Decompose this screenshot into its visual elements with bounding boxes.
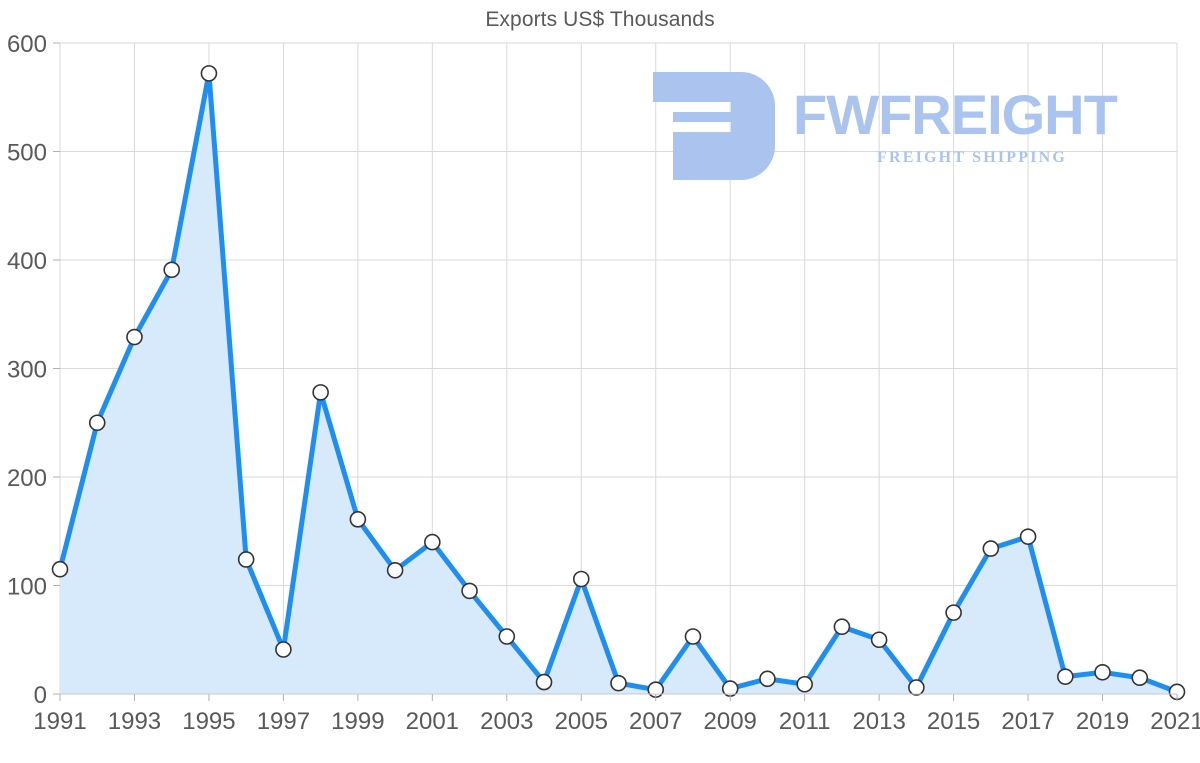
data-markers xyxy=(51,65,1186,701)
svg-text:2009: 2009 xyxy=(704,708,757,735)
svg-text:300: 300 xyxy=(7,357,47,384)
svg-text:2015: 2015 xyxy=(927,708,980,735)
svg-text:100: 100 xyxy=(7,574,47,601)
svg-text:1997: 1997 xyxy=(257,708,310,735)
svg-text:2001: 2001 xyxy=(406,708,459,735)
svg-text:400: 400 xyxy=(7,248,47,275)
svg-text:1999: 1999 xyxy=(331,708,384,735)
svg-text:2019: 2019 xyxy=(1076,708,1129,735)
x-axis-labels: 1991 1993 1995 1997 1999 2001 2003 2005 2007 2009… xyxy=(33,693,1200,735)
svg-text:0: 0 xyxy=(34,682,47,709)
svg-text:2011: 2011 xyxy=(779,708,831,735)
svg-text:1995: 1995 xyxy=(182,708,235,735)
y-axis-labels: 0 100 200 300 400 500 600 xyxy=(7,31,60,709)
svg-text:2003: 2003 xyxy=(480,708,533,735)
svg-text:2013: 2013 xyxy=(852,708,905,735)
svg-text:2021: 2021 xyxy=(1150,708,1200,735)
svg-text:200: 200 xyxy=(7,465,47,492)
svg-text:500: 500 xyxy=(7,140,47,167)
svg-text:2005: 2005 xyxy=(555,708,608,735)
chart-title: Exports US$ Thousands xyxy=(485,8,715,31)
svg-text:2007: 2007 xyxy=(629,708,682,735)
svg-text:2017: 2017 xyxy=(1001,708,1054,735)
svg-text:1993: 1993 xyxy=(108,708,161,735)
svg-text:600: 600 xyxy=(7,31,47,58)
svg-text:1991: 1991 xyxy=(33,708,86,735)
area-fill xyxy=(60,73,1177,694)
